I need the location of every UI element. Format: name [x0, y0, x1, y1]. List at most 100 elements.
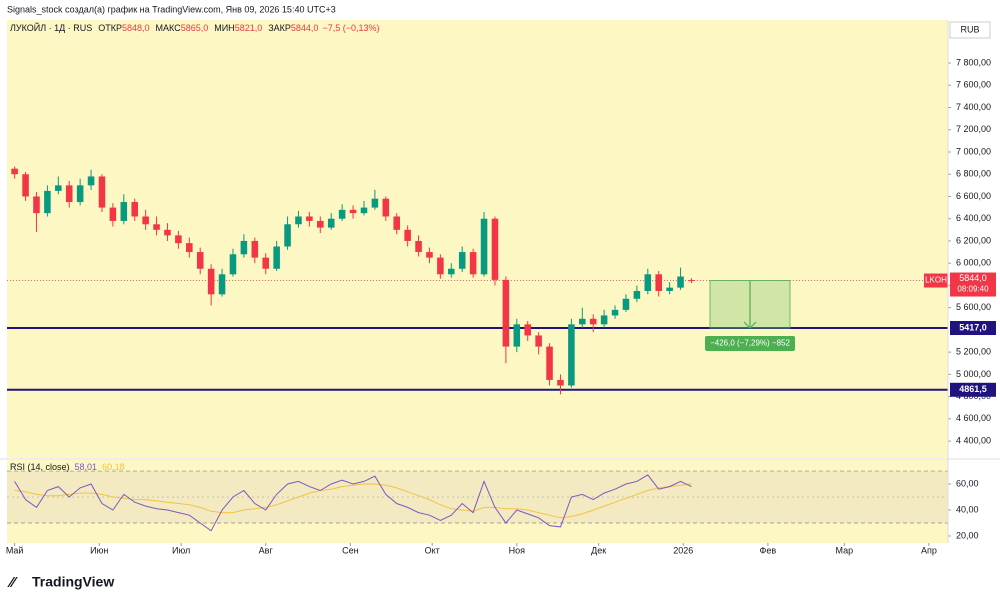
- candle-body: [273, 246, 280, 269]
- y-tick-label: 6 000,00: [956, 258, 991, 268]
- currency: RUB: [960, 24, 979, 34]
- legend-change: −7,5 (−0,13%): [322, 23, 379, 33]
- candle-body: [164, 229, 171, 236]
- x-tick-label: Июл: [172, 545, 190, 555]
- rsi-ma-label: 60,18: [102, 462, 125, 472]
- candle-body: [295, 216, 302, 225]
- y-tick-label: 6 400,00: [956, 213, 991, 223]
- candle-body: [186, 243, 193, 253]
- candle-body: [546, 346, 553, 380]
- candle-body: [240, 240, 248, 255]
- candle-body: [557, 379, 564, 386]
- y-tick-label: 7 000,00: [956, 146, 991, 156]
- candle-body: [120, 202, 128, 221]
- candle-body: [327, 218, 335, 228]
- candle-body: [448, 268, 455, 275]
- candle-body: [33, 196, 40, 214]
- candle-body: [131, 202, 138, 217]
- price-tag-label: 5844,0: [959, 273, 987, 283]
- candle-body: [11, 168, 18, 175]
- candle-body: [87, 176, 95, 186]
- candle-body: [153, 224, 160, 230]
- header: Signals_stock создал(а) график на Tradin…: [7, 4, 336, 14]
- candle-body: [306, 216, 313, 221]
- legend-open: 5848,0: [122, 23, 150, 33]
- x-tick-label: Ноя: [509, 545, 526, 555]
- candle-body: [196, 252, 204, 269]
- y-tick-label: 4 400,00: [956, 435, 991, 445]
- candle-body: [360, 207, 368, 214]
- x-tick-label: Апр: [921, 545, 937, 555]
- ticker-label: LKOH: [925, 276, 947, 285]
- x-tick-label: Дек: [591, 545, 606, 555]
- rsi-legend: RSI (14, close) 58,01 60,18: [10, 462, 125, 472]
- y-tick-label: 6 800,00: [956, 169, 991, 179]
- candle-body: [349, 209, 357, 214]
- logo-mark: ⁄⁄: [7, 574, 19, 591]
- y-tick-label: 7 600,00: [956, 80, 991, 90]
- level-label: 4861,5: [959, 384, 987, 394]
- rsi-line: [14, 474, 692, 532]
- x-tick-label: Сен: [342, 545, 359, 555]
- candle-body: [600, 315, 608, 325]
- price-tag: [950, 272, 996, 297]
- x-tick-label: Май: [6, 545, 24, 555]
- rsi-line: [14, 483, 692, 519]
- x-tick-label: 2026: [673, 545, 693, 555]
- x-tick-label: Авг: [259, 545, 274, 555]
- measure-label-box: [705, 336, 795, 352]
- candle-body: [251, 240, 259, 258]
- candle-body: [55, 185, 62, 191]
- candle-body: [371, 198, 379, 208]
- price-pane: [7, 20, 948, 458]
- candle-body: [317, 220, 324, 228]
- candle-body: [491, 218, 499, 280]
- candle-body: [458, 252, 466, 269]
- y-tick-label: 7 800,00: [956, 57, 991, 67]
- legend-low: 5821,0: [235, 23, 263, 33]
- legend-high-label: МАКС: [156, 23, 182, 33]
- y-tick-label: 7 200,00: [956, 124, 991, 134]
- level-tag: [950, 382, 996, 397]
- candle-body: [655, 274, 662, 291]
- candle-body: [76, 185, 84, 203]
- candle-body: [622, 298, 630, 310]
- candle-body: [415, 240, 422, 253]
- candle-body: [65, 185, 73, 203]
- candle-body: [218, 274, 226, 295]
- candle-body: [589, 318, 597, 325]
- candle-body: [22, 174, 29, 197]
- candle-body: [338, 209, 346, 219]
- candle-body: [633, 290, 641, 299]
- x-tick-label: Июн: [90, 545, 108, 555]
- candle-body: [469, 252, 477, 275]
- y-tick-label: 7 400,00: [956, 102, 991, 112]
- candle-body: [666, 287, 673, 291]
- candle-body: [644, 274, 652, 291]
- rsi-title: RSI (14, close): [10, 462, 70, 472]
- candle-body: [677, 276, 684, 288]
- candle-body: [109, 207, 117, 221]
- countdown: 08:09:40: [957, 285, 989, 294]
- candle-body: [437, 257, 444, 275]
- candle-body: [207, 268, 215, 295]
- candle-body: [175, 235, 182, 244]
- y-tick-label: 6 200,00: [956, 235, 991, 245]
- level-tag: [950, 321, 996, 336]
- legend-low-label: МИН: [214, 23, 234, 33]
- y-tick-label: 5 600,00: [956, 302, 991, 312]
- candle-body: [524, 324, 531, 336]
- rsi-tick-label: 40,00: [956, 504, 979, 514]
- candle-body: [229, 254, 237, 275]
- ticker-tag: [924, 273, 948, 288]
- x-tick-label: Окт: [425, 545, 440, 555]
- candle-body: [284, 224, 291, 247]
- candle-body: [98, 176, 106, 208]
- candle-body: [262, 257, 269, 269]
- candle-body: [142, 216, 149, 225]
- candle-body: [382, 198, 390, 217]
- legend-symbol: ЛУКОЙЛ · 1Д · RUS: [10, 22, 92, 33]
- rsi-tick-label: 20,00: [956, 530, 979, 540]
- measure-label: −426,0 (−7,29%) −852: [710, 339, 790, 348]
